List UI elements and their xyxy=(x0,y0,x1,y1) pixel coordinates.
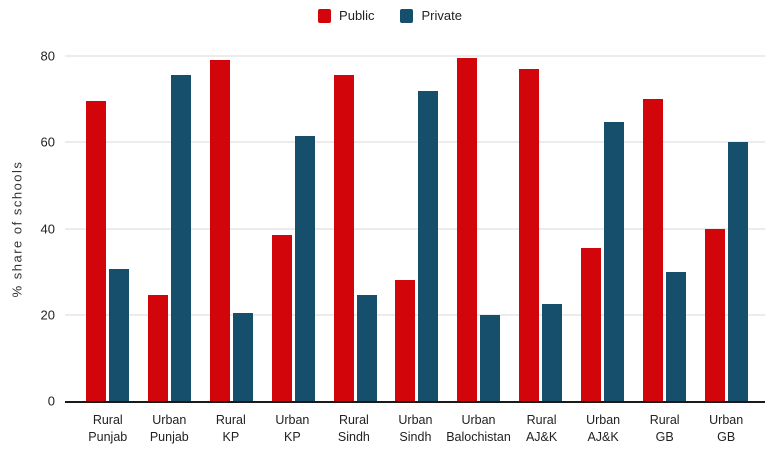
private-swatch xyxy=(400,8,414,23)
bar-private xyxy=(418,90,439,401)
x-tick-label: Urban GB xyxy=(709,413,744,444)
y-tick-label-40: 40 xyxy=(40,221,55,236)
bar-private xyxy=(294,135,315,401)
bars-row xyxy=(65,56,765,401)
bar-public xyxy=(580,247,601,401)
bar-group-urban-aj-k xyxy=(572,56,634,401)
bar-public xyxy=(457,58,478,401)
bar-public xyxy=(210,60,231,401)
x-tick-label: Urban Sindh xyxy=(398,413,433,444)
gridline-40 xyxy=(65,228,765,229)
x-tick-label: Urban AJ&K xyxy=(586,413,621,444)
bar-public xyxy=(148,295,169,401)
legend-item-public: Public xyxy=(318,8,374,23)
x-tick-label: Urban Punjab xyxy=(149,413,189,444)
legend-label-public: Public xyxy=(339,8,375,23)
bar-group-urban-kp xyxy=(262,56,324,401)
x-tick-label: Rural KP xyxy=(215,413,246,444)
legend: Public Private xyxy=(0,8,780,23)
y-tick-label-0: 0 xyxy=(47,393,55,409)
bar-private xyxy=(542,303,563,401)
y-tick-label-20: 20 xyxy=(40,307,55,323)
x-tick-label: Rural Sindh xyxy=(337,413,370,444)
bar-public xyxy=(86,101,107,401)
bar-private xyxy=(233,312,254,401)
bar-public xyxy=(642,99,663,401)
plot-area: 0 20 40 60 80 xyxy=(41,50,765,408)
bar-group-urban-punjab xyxy=(139,56,201,401)
public-swatch xyxy=(318,8,332,23)
y-tick-label-60: 60 xyxy=(40,134,55,150)
y-tick-label-80: 80 xyxy=(40,48,55,64)
bar-group-urban-sindh xyxy=(386,56,448,401)
legend-item-private: Private xyxy=(400,8,462,23)
bar-group-rural-punjab xyxy=(77,56,139,401)
bar-public xyxy=(704,228,725,401)
x-tick-label: Rural Punjab xyxy=(88,413,128,444)
bar-group-urban-gb xyxy=(695,56,757,401)
bar-public xyxy=(395,280,416,401)
x-axis-labels: Rural Punjab Urban Punjab Rural KP Urban KP Rura… xyxy=(65,412,765,446)
bar-public xyxy=(519,68,540,401)
x-tick-label: Urban Balochistan xyxy=(446,413,511,444)
bar-group-urban-balochistan xyxy=(448,56,510,401)
bar-group-rural-sindh xyxy=(324,56,386,401)
bar-private xyxy=(171,75,192,401)
bar-group-rural-gb xyxy=(633,56,695,401)
legend-label-private: Private xyxy=(421,8,462,23)
bar-group-rural-kp xyxy=(201,56,263,401)
x-tick-label: Rural GB xyxy=(649,413,680,444)
bar-group-rural-aj-k xyxy=(510,56,572,401)
x-tick-label: Rural AJ&K xyxy=(525,413,558,444)
bar-private xyxy=(603,121,624,401)
bar-public xyxy=(271,234,292,401)
bar-private xyxy=(665,271,686,401)
bar-private xyxy=(480,314,501,401)
bar-private xyxy=(356,295,377,401)
bar-public xyxy=(333,75,354,401)
bar-private xyxy=(109,269,130,401)
x-tick-label: Urban KP xyxy=(275,413,310,444)
gridline-80 xyxy=(65,55,765,57)
bar-private xyxy=(727,142,748,401)
gridline-60 xyxy=(65,141,765,143)
